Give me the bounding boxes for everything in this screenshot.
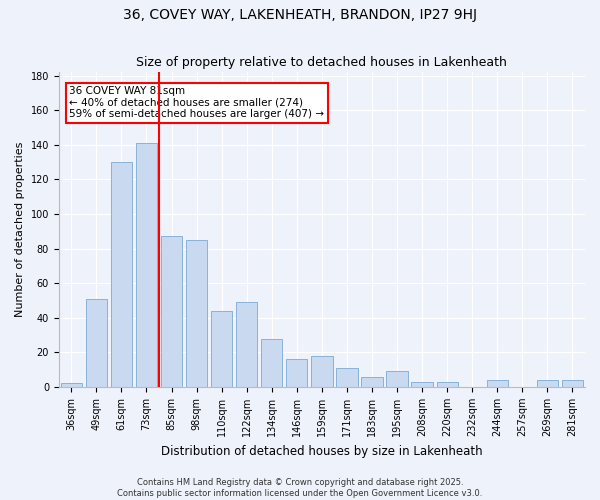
Bar <box>386 372 408 387</box>
Bar <box>412 382 433 387</box>
Text: 36, COVEY WAY, LAKENHEATH, BRANDON, IP27 9HJ: 36, COVEY WAY, LAKENHEATH, BRANDON, IP27… <box>123 8 477 22</box>
Bar <box>336 368 358 387</box>
Text: Contains HM Land Registry data © Crown copyright and database right 2025.
Contai: Contains HM Land Registry data © Crown c… <box>118 478 482 498</box>
Bar <box>537 380 558 387</box>
Bar <box>61 384 82 387</box>
Bar <box>211 311 232 387</box>
Bar <box>236 302 257 387</box>
Bar <box>136 143 157 387</box>
Bar <box>562 380 583 387</box>
Bar <box>311 356 332 387</box>
X-axis label: Distribution of detached houses by size in Lakenheath: Distribution of detached houses by size … <box>161 444 483 458</box>
Bar <box>361 376 383 387</box>
Bar <box>286 360 307 387</box>
Bar <box>111 162 132 387</box>
Text: 36 COVEY WAY 81sqm
← 40% of detached houses are smaller (274)
59% of semi-detach: 36 COVEY WAY 81sqm ← 40% of detached hou… <box>70 86 325 120</box>
Bar <box>261 338 283 387</box>
Title: Size of property relative to detached houses in Lakenheath: Size of property relative to detached ho… <box>136 56 508 70</box>
Bar <box>487 380 508 387</box>
Bar <box>437 382 458 387</box>
Y-axis label: Number of detached properties: Number of detached properties <box>15 142 25 317</box>
Bar <box>161 236 182 387</box>
Bar <box>186 240 207 387</box>
Bar <box>86 298 107 387</box>
